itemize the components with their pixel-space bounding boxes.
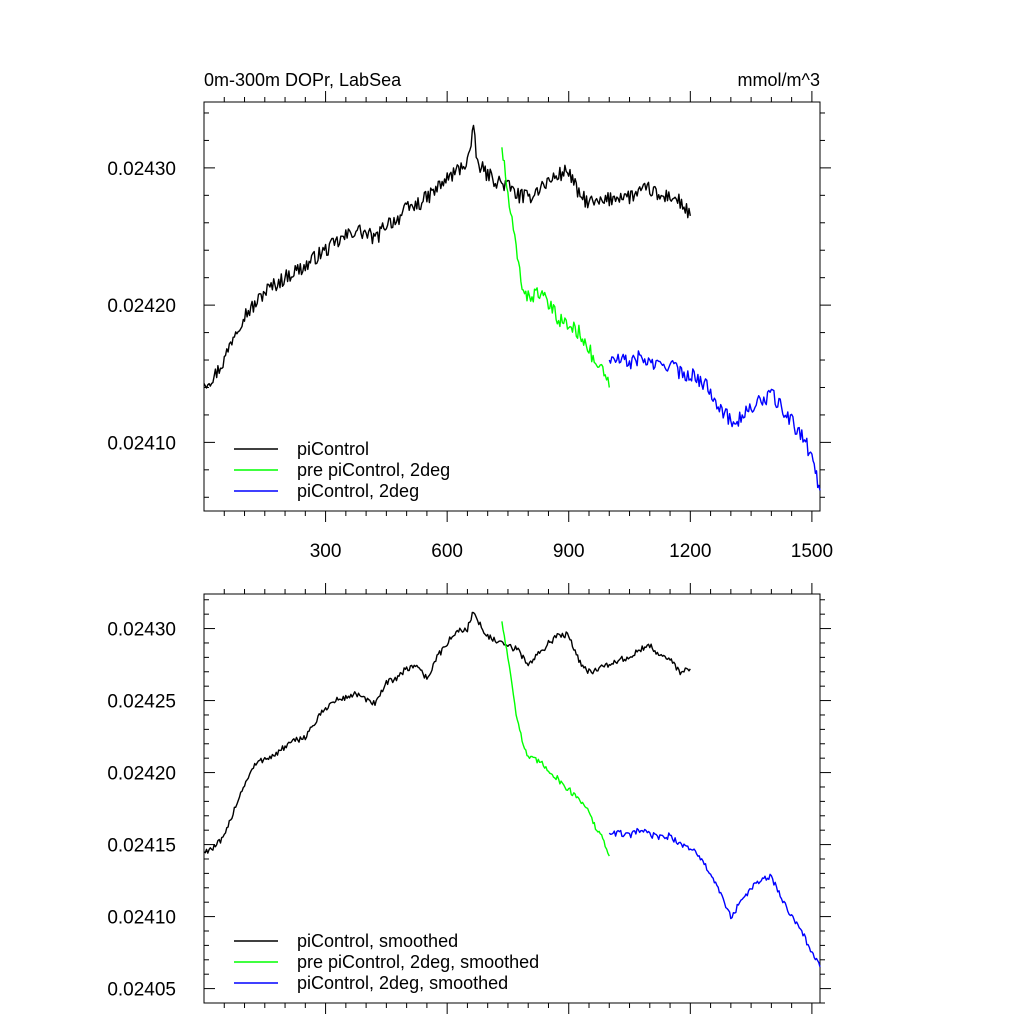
legend-label: pre piControl, 2deg, smoothed bbox=[297, 952, 539, 972]
y-tick-label: 0.02420 bbox=[107, 764, 176, 785]
chart-title: 0m-300m DOPr, LabSea bbox=[204, 70, 402, 90]
plot-frame bbox=[203, 101, 821, 512]
series-line bbox=[608, 350, 821, 491]
x-tick-label: 900 bbox=[553, 541, 585, 562]
y-tick-label: 0.02430 bbox=[107, 159, 176, 180]
legend-label: pre piControl, 2deg bbox=[297, 460, 450, 480]
y-tick-label: 0.02430 bbox=[107, 620, 176, 641]
plot-frame bbox=[203, 593, 821, 1004]
series-line bbox=[501, 147, 610, 388]
chart-units: mmol/m^3 bbox=[738, 70, 820, 90]
legend-label: piControl, smoothed bbox=[297, 931, 458, 951]
x-tick-label: 1500 bbox=[791, 541, 833, 562]
y-tick-label: 0.02425 bbox=[107, 692, 176, 713]
chart-bottom: 0.02405 0.02410 0.02415 0.02420 0.02425 0.024… bbox=[107, 583, 831, 1014]
series-line bbox=[608, 827, 821, 968]
legend-label: piControl, 2deg bbox=[297, 481, 419, 501]
legend-label: piControl bbox=[297, 439, 369, 459]
y-tick-label: 0.02410 bbox=[107, 433, 176, 454]
y-tick-label: 0.02415 bbox=[107, 836, 176, 857]
series-line bbox=[203, 124, 691, 389]
series-line bbox=[203, 611, 691, 854]
y-tick-label: 0.02410 bbox=[107, 908, 176, 929]
y-tick-label: 0.02420 bbox=[107, 296, 176, 317]
chart-top: 0m-300m DOPr, LabSea mmol/m^3 300 600 900 1… bbox=[107, 70, 833, 562]
x-tick-label: 1200 bbox=[669, 541, 711, 562]
x-tick-label: 600 bbox=[431, 541, 463, 562]
series-line bbox=[501, 621, 610, 857]
x-tick-label: 300 bbox=[310, 541, 342, 562]
y-tick-label: 0.02405 bbox=[107, 980, 176, 1001]
legend-label: piControl, 2deg, smoothed bbox=[297, 973, 508, 993]
